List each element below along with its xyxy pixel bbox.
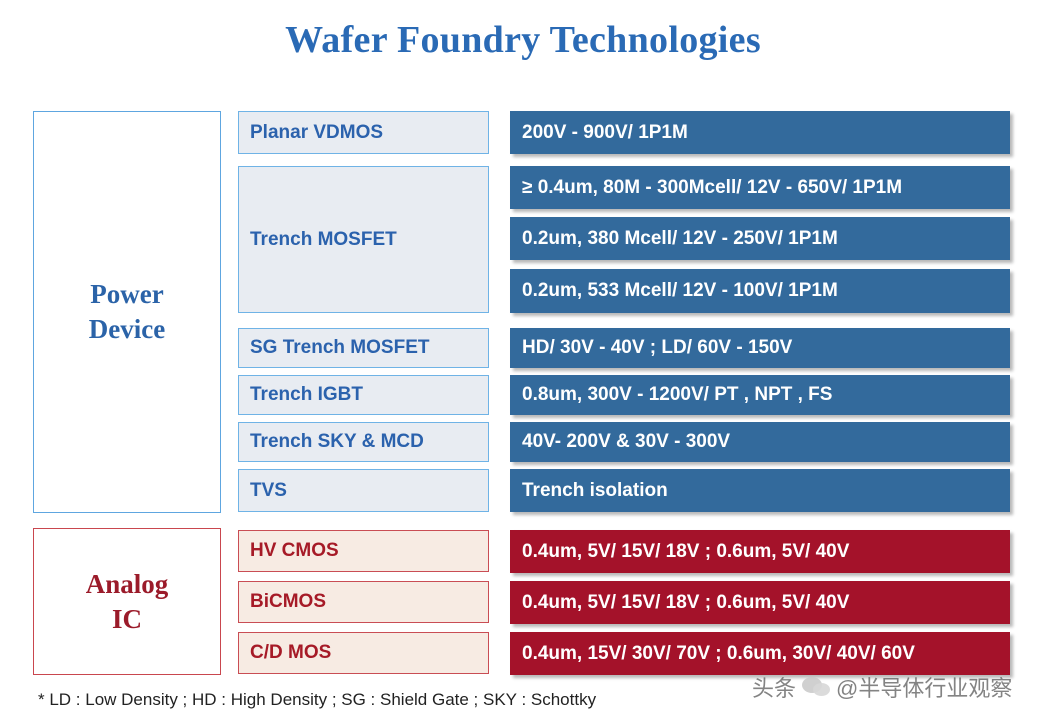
chat-bubbles-icon <box>802 675 832 699</box>
tech-tvs: TVS <box>238 469 489 512</box>
spec-trench-mosfet-1: ≥ 0.4um, 80M - 300Mcell/ 12V - 650V/ 1P1… <box>510 166 1010 209</box>
tech-trench-sky-mcd: Trench SKY & MCD <box>238 422 489 462</box>
spec-planar-vdmos: 200V - 900V/ 1P1M <box>510 111 1010 154</box>
tech-trench-mosfet: Trench MOSFET <box>238 166 489 313</box>
tech-trench-igbt: Trench IGBT <box>238 375 489 415</box>
watermark: 头条 @半导体行业观察 <box>752 669 1012 705</box>
power-group-line1: Power <box>90 279 164 309</box>
tech-bicmos: BiCMOS <box>238 581 489 623</box>
analog-ic-group-label: Analog IC <box>33 528 221 675</box>
tech-hv-cmos: HV CMOS <box>238 530 489 572</box>
analog-group-line2: IC <box>111 603 142 634</box>
spec-hv-cmos: 0.4um, 5V/ 15V/ 18V ; 0.6um, 5V/ 40V <box>510 530 1010 573</box>
spec-sg-trench-mosfet: HD/ 30V - 40V ; LD/ 60V - 150V <box>510 328 1010 368</box>
tech-planar-vdmos: Planar VDMOS <box>238 111 489 154</box>
spec-bicmos: 0.4um, 5V/ 15V/ 18V ; 0.6um, 5V/ 40V <box>510 581 1010 624</box>
power-device-group-label: Power Device <box>33 111 221 513</box>
watermark-text: @半导体行业观察 <box>836 676 1013 701</box>
spec-trench-sky-mcd: 40V- 200V & 30V - 300V <box>510 422 1010 462</box>
spec-trench-mosfet-3: 0.2um, 533 Mcell/ 12V - 100V/ 1P1M <box>510 269 1010 313</box>
spec-trench-mosfet-2: 0.2um, 380 Mcell/ 12V - 250V/ 1P1M <box>510 217 1010 260</box>
analog-group-line1: Analog <box>85 568 169 599</box>
page-title: Wafer Foundry Technologies <box>285 19 761 61</box>
power-group-line2: Device <box>88 314 166 344</box>
spec-trench-igbt: 0.8um, 300V - 1200V/ PT , NPT , FS <box>510 375 1010 415</box>
watermark-prefix: 头条 <box>752 676 797 701</box>
tech-sg-trench-mosfet: SG Trench MOSFET <box>238 328 489 368</box>
tech-cd-mos: C/D MOS <box>238 632 489 674</box>
footnote: * LD : Low Density ; HD : High Density ;… <box>38 690 597 709</box>
spec-tvs: Trench isolation <box>510 469 1010 512</box>
spec-cd-mos: 0.4um, 15V/ 30V/ 70V ; 0.6um, 30V/ 40V/ … <box>510 632 1010 675</box>
